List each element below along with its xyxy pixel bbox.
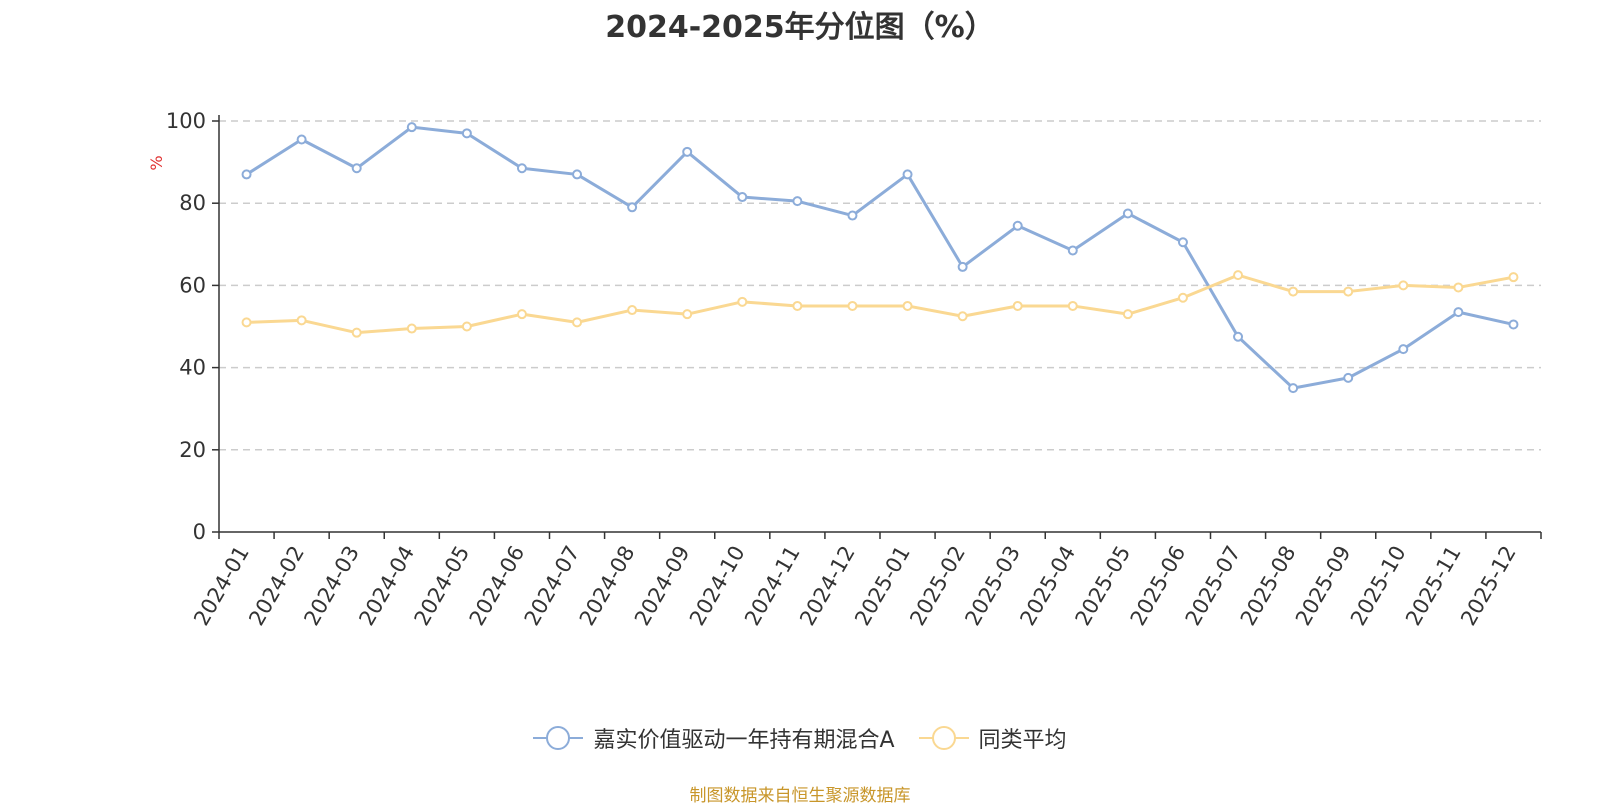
data-point[interactable]: [296, 315, 307, 326]
data-point[interactable]: [902, 300, 913, 311]
data-point[interactable]: [516, 163, 527, 174]
data-point[interactable]: [1122, 208, 1133, 219]
source-note: 制图数据来自恒生聚源数据库: [689, 786, 911, 806]
data-point[interactable]: [516, 309, 527, 320]
data-point[interactable]: [406, 323, 417, 334]
y-tick-label: 40: [179, 356, 206, 380]
data-point[interactable]: [406, 122, 417, 133]
series-lines: [241, 122, 1519, 394]
legend: 嘉实价值驱动一年持有期混合A 同类平均: [0, 722, 1600, 754]
data-point[interactable]: [1012, 220, 1023, 231]
data-point[interactable]: [1508, 319, 1519, 330]
data-point[interactable]: [1453, 282, 1464, 293]
data-point[interactable]: [1012, 300, 1023, 311]
data-point[interactable]: [627, 202, 638, 213]
series-line-1: [246, 273, 1514, 335]
data-point[interactable]: [1177, 292, 1188, 303]
legend-swatch-fund: [533, 726, 584, 750]
data-point[interactable]: [957, 311, 968, 322]
data-point[interactable]: [351, 163, 362, 174]
data-point[interactable]: [1067, 245, 1078, 256]
data-point[interactable]: [1343, 372, 1354, 383]
y-tick-label: 60: [179, 273, 206, 297]
data-point[interactable]: [1288, 286, 1299, 297]
data-point[interactable]: [1233, 331, 1244, 342]
data-point[interactable]: [461, 321, 472, 332]
data-point[interactable]: [1233, 270, 1244, 281]
data-point[interactable]: [1177, 237, 1188, 248]
data-point[interactable]: [902, 169, 913, 180]
data-point[interactable]: [1453, 307, 1464, 318]
data-point[interactable]: [957, 261, 968, 272]
data-point[interactable]: [627, 305, 638, 316]
data-point[interactable]: [572, 169, 583, 180]
data-point[interactable]: [572, 317, 583, 328]
data-point[interactable]: [296, 134, 307, 145]
data-point[interactable]: [351, 327, 362, 338]
data-point[interactable]: [1122, 309, 1133, 320]
data-point[interactable]: [461, 128, 472, 139]
data-point[interactable]: [737, 192, 748, 203]
data-point[interactable]: [241, 317, 252, 328]
data-point[interactable]: [1508, 272, 1519, 283]
data-point[interactable]: [1398, 344, 1409, 355]
y-tick-label: 100: [166, 109, 206, 133]
data-point[interactable]: [682, 309, 693, 320]
data-point[interactable]: [1343, 286, 1354, 297]
series-line-0: [245, 125, 1514, 390]
y-tick-label: 20: [179, 438, 206, 462]
grid-lines: [219, 120, 1541, 451]
data-point[interactable]: [241, 169, 252, 180]
y-tick-label: 0: [193, 520, 206, 544]
legend-swatch-category-average: [918, 726, 969, 750]
x-tick-label: 2025-12: [1456, 542, 1521, 630]
data-point[interactable]: [847, 210, 858, 221]
y-tick-label: 80: [179, 191, 206, 215]
legend-label-category-average: 同类平均: [978, 728, 1067, 753]
data-point[interactable]: [737, 296, 748, 307]
legend-label-fund: 嘉实价值驱动一年持有期混合A: [593, 728, 895, 753]
y-axis-label: %: [147, 155, 166, 170]
data-point[interactable]: [792, 196, 803, 207]
data-point[interactable]: [847, 300, 858, 311]
data-point[interactable]: [1398, 280, 1409, 291]
legend-item-category-average[interactable]: 同类平均: [918, 722, 1067, 754]
data-point[interactable]: [1288, 383, 1299, 394]
data-point[interactable]: [1067, 300, 1078, 311]
chart-title: 2024-2025年分位图（%）: [605, 10, 995, 45]
legend-item-fund[interactable]: 嘉实价值驱动一年持有期混合A: [533, 722, 895, 754]
axes: 0204060801002024-012024-022024-032024-04…: [166, 109, 1542, 630]
data-point[interactable]: [682, 146, 693, 157]
data-point[interactable]: [792, 300, 803, 311]
